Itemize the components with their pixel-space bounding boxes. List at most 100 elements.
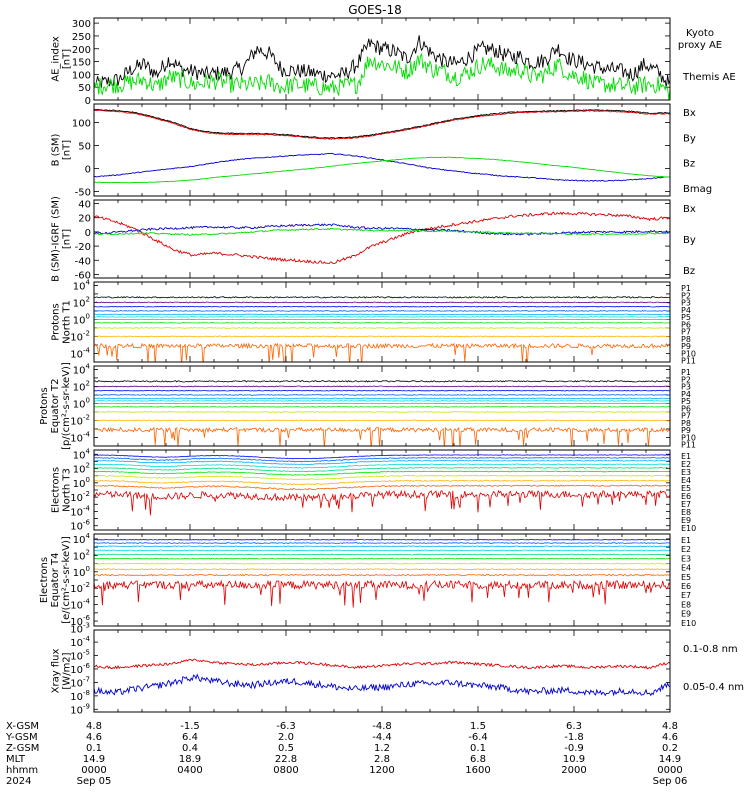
ephemeris-value: -4.8 (372, 721, 392, 732)
channel-line-E3 (94, 545, 670, 548)
series-line-Kyoto-proxy-AE (94, 53, 670, 100)
ephemeris-value: 18.9 (179, 754, 201, 765)
panel-B_SM: 100 50 0 -50 B (SM) [nT] Bx By Bz Bmag (51, 103, 712, 198)
channel-line-P10 (94, 419, 670, 422)
legend-channel: P5 (681, 397, 691, 406)
legend-channel: P2 (681, 291, 691, 300)
plot-title: GOES-18 (348, 3, 402, 17)
ephemeris-value: -4.4 (372, 732, 392, 743)
y-tick-label: 10-2 (70, 413, 90, 427)
channel-line-P6 (94, 400, 670, 402)
panel-frame (93, 17, 671, 101)
legend-channel: P6 (681, 404, 691, 413)
legend-channel: P6 (681, 320, 691, 329)
channel-line-E9 (94, 484, 670, 491)
channel-line-E2 (94, 542, 670, 544)
legend-channel: P8 (681, 335, 691, 344)
y-tick-label: 40 (78, 200, 91, 211)
ephemeris-value: 0400 (177, 765, 202, 776)
data-lines (94, 454, 670, 516)
ephemeris-value: 10.9 (563, 754, 585, 765)
channel-line-P2 (94, 385, 670, 388)
channel-line-E8 (94, 568, 670, 571)
ephemeris-value: 0000 (657, 765, 682, 776)
legend-channel: P8 (681, 419, 691, 428)
y-tick-label: 102 (73, 462, 90, 476)
y-axis-label: AE_index (51, 36, 62, 82)
legend-channel: P3 (681, 383, 691, 392)
legend-channel: E6 (681, 582, 691, 591)
panel-dB_SM: 40 20 0 -20 -40 -60 B (SM)-IGRF (SM) [nT] Bx By Bz (51, 196, 696, 282)
channel-line-E1 (94, 539, 670, 541)
channel-line-P7 (94, 402, 670, 405)
series-line-By (94, 156, 670, 184)
y-tick-label: 10-2 (70, 581, 90, 595)
ephemeris-value: 4.6 (662, 732, 678, 743)
panel-frame (93, 533, 671, 627)
y-axis-label: B (SM) (51, 133, 62, 166)
channel-line-E1 (94, 454, 670, 460)
legend-channel: E3 (681, 554, 691, 563)
legend-channel: E10 (681, 524, 696, 533)
channel-line-P8 (94, 406, 670, 408)
ephemeris-value: 4.6 (86, 732, 102, 743)
series-line-By (94, 227, 670, 236)
y-tick-label: 100 (73, 476, 90, 490)
data-lines (94, 211, 670, 265)
y-tick-label: 50 (78, 141, 91, 152)
legend-channel: E3 (681, 468, 691, 477)
ephemeris-value: 6.3 (566, 721, 582, 732)
legend-entry: Bz (683, 266, 695, 277)
y-tick-label: 102 (73, 548, 90, 562)
y-axis-label: Protons (39, 387, 50, 424)
legend-channel: P5 (681, 313, 691, 322)
channel-line-E7 (94, 562, 670, 565)
y-tick-label: 10-2 (70, 329, 90, 343)
ephemeris-value: 0.4 (182, 743, 198, 754)
y-tick-label: 104 (73, 447, 91, 461)
legend-channel: P11 (681, 441, 696, 450)
ephemeris-value: 22.8 (275, 754, 297, 765)
ephemeris-value: -6.3 (276, 721, 296, 732)
legend-entry: Bx (683, 204, 696, 215)
y-tick-label: 10-6 (70, 662, 90, 676)
legend-channel: E9 (681, 610, 691, 619)
legend-channel: E9 (681, 516, 691, 525)
legend-channel: E6 (681, 492, 691, 501)
y-axis-label: [p/(cm²-s-sr-keV)] (61, 362, 72, 450)
ephemeris-value: 14.9 (659, 754, 681, 765)
ephemeris-value: 0000 (81, 765, 106, 776)
data-lines (94, 658, 670, 697)
series-line-Themis-AE (94, 35, 670, 89)
series-line-0.05-0.4-nm (94, 673, 670, 697)
channel-line-P2 (94, 301, 670, 304)
channel-line-E6 (94, 557, 670, 560)
channel-line-E4 (94, 549, 670, 552)
y-axis-label: Xray flux (51, 649, 62, 694)
y-tick-label: 100 (73, 396, 90, 410)
ephemeris-value: 6.4 (182, 732, 198, 743)
ephemeris-value: -1.8 (564, 732, 584, 743)
legend-channel: P11 (681, 357, 696, 366)
ephemeris-value: 4.8 (86, 721, 102, 732)
channel-line-P1 (94, 379, 670, 383)
ephemeris-row-label: 2024 (6, 776, 31, 787)
ephemeris-value: 0.1 (86, 743, 102, 754)
ephemeris-value: -1.5 (180, 721, 200, 732)
channel-line-E5 (94, 467, 670, 473)
legend-channel: P10 (681, 349, 696, 358)
ephemeris-value: 6.8 (470, 754, 486, 765)
legend-entry: By (683, 133, 696, 144)
y-tick-label: 10-4 (70, 346, 90, 360)
y-tick-label: 100 (73, 312, 90, 326)
y-tick-label: 50 (78, 83, 91, 94)
y-tick-label: 10-4 (70, 504, 90, 518)
ephemeris-value: 1600 (465, 765, 490, 776)
y-tick-label: -40 (75, 256, 91, 267)
ephemeris-row-label: X-GSM (6, 721, 39, 732)
ephemeris-value: 1.5 (470, 721, 486, 732)
ephemeris-row-label: MLT (6, 754, 26, 765)
channel-line-P9 (94, 411, 670, 413)
ephemeris-value: 0.2 (662, 743, 678, 754)
